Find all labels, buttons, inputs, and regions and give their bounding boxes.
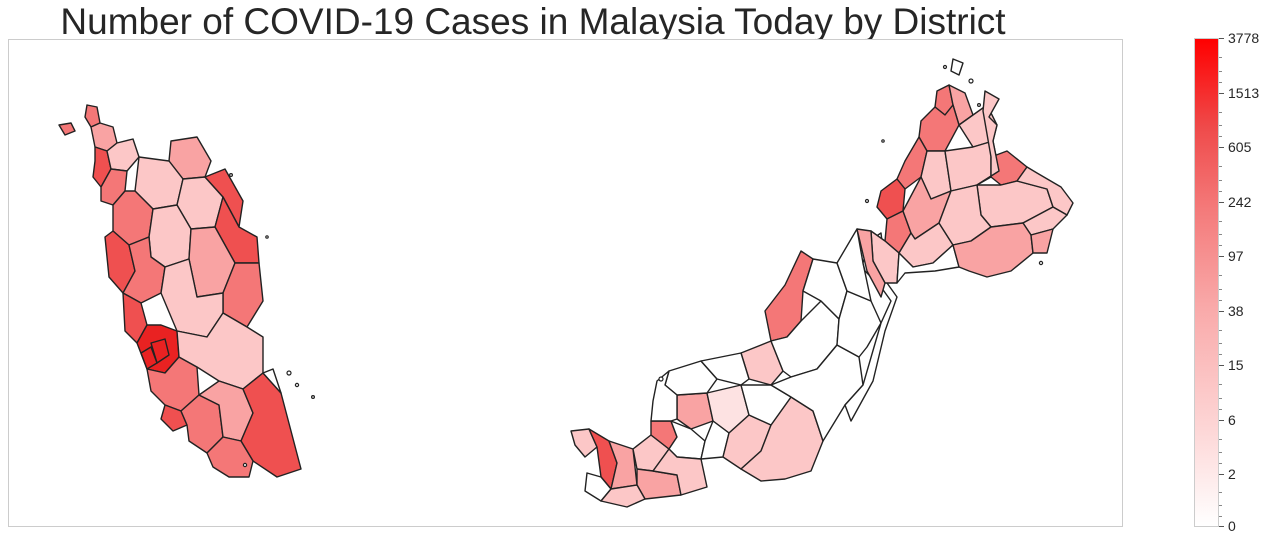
district-kota-belud	[918, 104, 960, 152]
island-dot	[1038, 260, 1044, 266]
peninsular-islands	[58, 122, 316, 468]
island-dot	[881, 139, 885, 143]
district-kuching-west	[570, 428, 598, 458]
colorbar-minor-tick	[1219, 190, 1222, 192]
district-pahang-coast-unshaded	[262, 368, 282, 394]
colorbar-minor-tick	[1219, 329, 1222, 331]
colorbar-minor-tick	[1219, 408, 1222, 410]
colorbar-axis: 3778 1513 605 242 97 38 15 6 2 0	[1219, 31, 1266, 533]
chart-title: Number of COVID-19 Cases in Malaysia Tod…	[60, 1, 1006, 42]
malaysia-district-map	[58, 58, 1074, 508]
colorbar-minor-tick	[1219, 57, 1222, 59]
island-dot	[265, 235, 269, 239]
colorbar-tick	[1219, 526, 1224, 527]
sabah	[856, 58, 1074, 298]
colorbar-tick-label: 0	[1228, 518, 1236, 534]
colorbar-minor-tick	[1219, 492, 1222, 494]
map-area	[8, 39, 1123, 527]
district-tatau-unshaded	[700, 352, 750, 386]
colorbar-tick	[1219, 310, 1224, 312]
district-kudat-island	[950, 58, 964, 76]
island-dot	[242, 462, 248, 468]
district-klang	[140, 346, 158, 370]
colorbar-minor-tick	[1219, 397, 1222, 399]
colorbar-tick-label: 2	[1228, 466, 1236, 482]
district-daro-unshaded	[650, 370, 678, 422]
district-brunei-gap-unshaded	[836, 228, 872, 302]
colorbar-minor-tick	[1219, 438, 1222, 440]
colorbar-tick	[1219, 474, 1224, 475]
colorbar-minor-tick	[1219, 384, 1222, 386]
colorbar-minor-tick	[1219, 234, 1222, 236]
colorbar-tick	[1219, 147, 1224, 148]
colorbar-minor-tick	[1219, 343, 1222, 345]
colorbar-tick	[1219, 92, 1224, 94]
island-dot	[864, 198, 870, 204]
colorbar-tick	[1219, 201, 1224, 203]
colorbar-minor-tick	[1219, 245, 1222, 247]
district-lahad-datu	[1016, 166, 1074, 216]
colorbar-minor-tick	[1219, 136, 1222, 138]
colorbar-minor-tick	[1219, 125, 1222, 127]
colorbar-minor-tick	[1219, 111, 1222, 113]
colorbar-minor-tick	[1219, 179, 1222, 181]
island-dot	[311, 395, 316, 400]
colorbar-minor-tick	[1219, 70, 1222, 72]
district-lundu	[600, 484, 646, 508]
district-lawas-unshaded	[836, 290, 882, 358]
colorbar-tick	[1219, 38, 1224, 39]
colorbar-tick-label: 38	[1228, 302, 1244, 319]
colorbar-tick-label: 3778	[1228, 30, 1260, 46]
colorbar-tick-label: 605	[1228, 139, 1252, 155]
colorbar-tick-label: 6	[1228, 411, 1236, 428]
island-dot	[976, 102, 981, 107]
district-langkawi	[58, 122, 76, 136]
colorbar-minor-tick	[1219, 220, 1222, 222]
colorbar-minor-tick	[1219, 505, 1222, 507]
island-dot	[942, 64, 948, 70]
island-dot	[229, 173, 234, 178]
colorbar-tick	[1219, 365, 1224, 366]
colorbar-tick-label: 15	[1228, 357, 1244, 373]
district-kapit-west	[652, 448, 708, 496]
colorbar-minor-tick	[1219, 452, 1222, 454]
colorbar-tick	[1219, 419, 1224, 421]
colorbar-minor-tick	[1219, 81, 1222, 83]
borneo-islands	[658, 64, 1044, 382]
sarawak	[570, 228, 898, 508]
colorbar-minor-tick	[1219, 166, 1222, 168]
district-beaufort	[856, 228, 886, 298]
colorbar-minor-tick	[1219, 288, 1222, 290]
district-sibu-unshaded	[668, 420, 706, 460]
peninsular-malaysia	[84, 104, 302, 478]
island-dot	[286, 370, 292, 376]
colorbar-minor-tick	[1219, 463, 1222, 465]
district-semporna	[1030, 228, 1054, 254]
colorbar-tick-label: 1513	[1228, 84, 1260, 101]
district-johor-south	[206, 436, 254, 478]
colorbar-minor-tick	[1219, 354, 1222, 356]
colorbar-tick	[1219, 256, 1224, 257]
island-dot	[658, 376, 664, 382]
colorbar	[1194, 38, 1219, 527]
colorbar-tick-label: 242	[1228, 193, 1252, 210]
colorbar-minor-tick	[1219, 299, 1222, 301]
colorbar-minor-tick	[1219, 275, 1222, 277]
district-beluran	[976, 90, 1000, 186]
island-dot	[968, 78, 974, 84]
colorbar-minor-tick	[1219, 515, 1222, 517]
colorbar-tick-label: 97	[1228, 248, 1244, 264]
island-dot	[294, 382, 300, 388]
